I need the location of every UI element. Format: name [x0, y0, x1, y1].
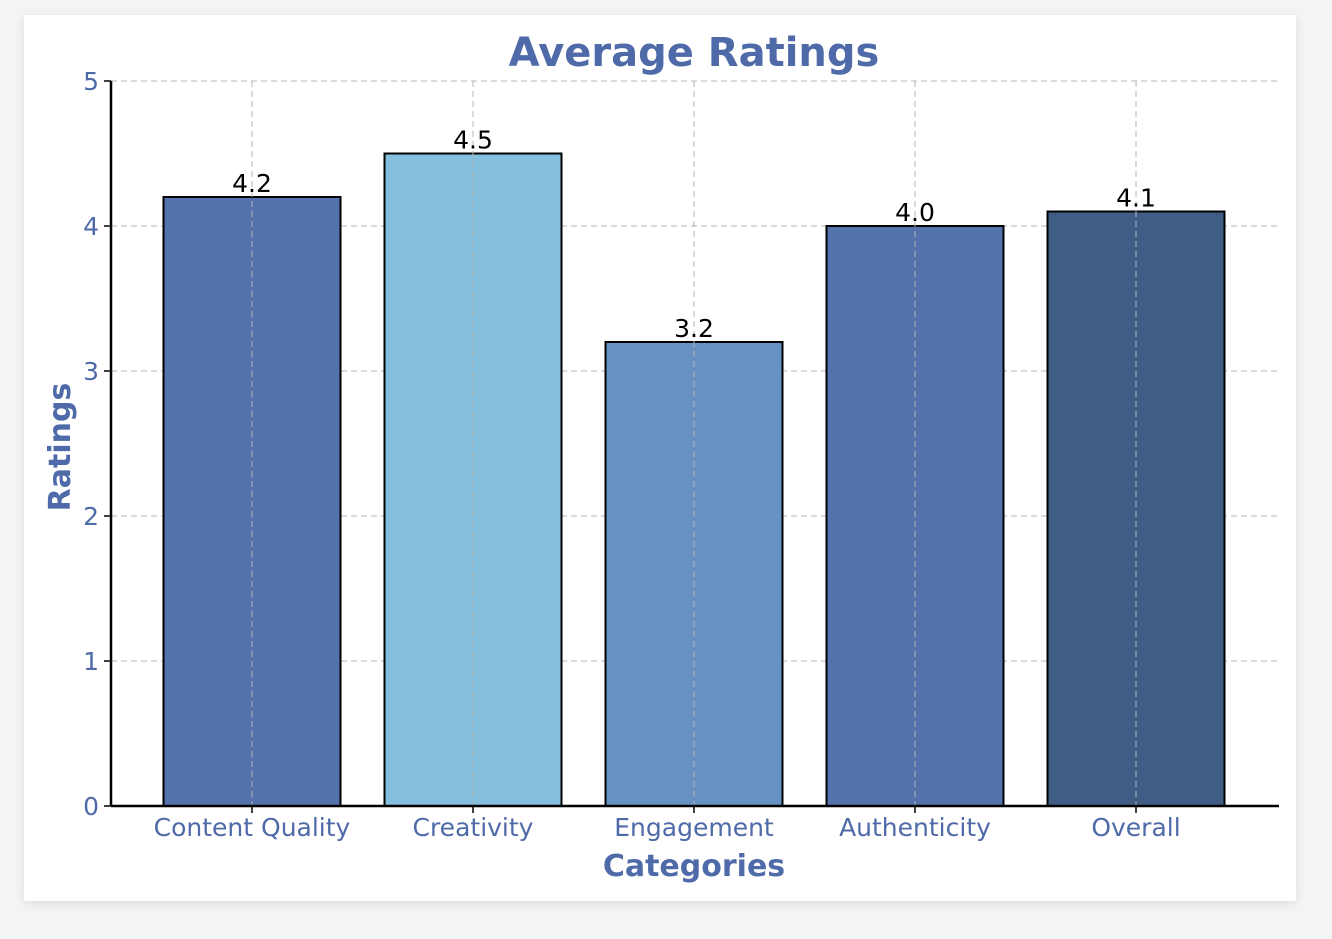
bar-value-label: 4.1: [1116, 184, 1156, 213]
x-tick-label: Content Quality: [154, 813, 351, 842]
y-tick-label: 5: [83, 67, 99, 96]
x-tick-label: Engagement: [614, 813, 774, 842]
bar-chart: 0 1 2 3 4 5 Content Quality Creativity Engagemen…: [43, 30, 1279, 884]
chart-card: 0 1 2 3 4 5 Content Quality Creativity Engagemen…: [24, 15, 1296, 901]
x-tick-label: Overall: [1091, 813, 1180, 842]
x-tick-label: Creativity: [413, 813, 534, 842]
bar-value-label: 4.5: [453, 126, 493, 155]
y-axis-title: Ratings: [43, 383, 78, 512]
x-axis-title: Categories: [603, 849, 785, 884]
y-tick-label: 1: [83, 647, 99, 676]
y-tick-label: 0: [83, 792, 99, 821]
y-tick-label: 4: [83, 212, 99, 241]
y-tick-label: 3: [83, 357, 99, 386]
bar-value-label: 3.2: [674, 314, 714, 343]
bars: [162, 81, 1226, 807]
bar-value-label: 4.2: [232, 169, 272, 198]
x-tick-label: Authenticity: [839, 813, 991, 842]
y-tick-label: 2: [83, 502, 99, 531]
value-labels: 4.2 4.5 3.2 4.0 4.1: [232, 126, 1156, 344]
tick-labels: 0 1 2 3 4 5 Content Quality Creativity Engagemen…: [83, 67, 1181, 842]
chart-title: Average Ratings: [509, 30, 880, 76]
axes: [104, 80, 1279, 813]
bar-value-label: 4.0: [895, 198, 935, 227]
